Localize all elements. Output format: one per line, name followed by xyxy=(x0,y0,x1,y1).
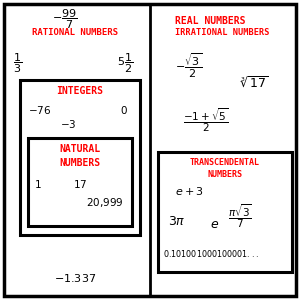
Text: $-1.337$: $-1.337$ xyxy=(54,272,96,284)
Text: $-\dfrac{99}{7}$: $-\dfrac{99}{7}$ xyxy=(52,8,78,32)
Text: $e + 3$: $e + 3$ xyxy=(175,185,204,197)
Text: $17$: $17$ xyxy=(73,178,87,190)
Text: $20{,}999$: $20{,}999$ xyxy=(86,196,124,209)
Bar xyxy=(158,152,292,272)
Text: $\dfrac{-1+\sqrt{5}}{2}$: $\dfrac{-1+\sqrt{5}}{2}$ xyxy=(183,106,229,134)
Text: IRRATIONAL NUMBERS: IRRATIONAL NUMBERS xyxy=(175,28,269,37)
Text: NUMBERS: NUMBERS xyxy=(208,170,242,179)
Text: $0.101001000100001...$: $0.101001000100001...$ xyxy=(163,248,259,259)
Text: $5\dfrac{1}{2}$: $5\dfrac{1}{2}$ xyxy=(117,52,133,76)
Text: REAL NUMBERS: REAL NUMBERS xyxy=(175,16,245,26)
Text: NATURAL: NATURAL xyxy=(59,144,100,154)
Text: $-\dfrac{\sqrt{3}}{2}$: $-\dfrac{\sqrt{3}}{2}$ xyxy=(175,52,202,80)
Text: $3\pi$: $3\pi$ xyxy=(168,215,186,228)
Text: $1$: $1$ xyxy=(34,178,42,190)
Text: RATIONAL NUMBERS: RATIONAL NUMBERS xyxy=(32,28,118,37)
Text: $-76$: $-76$ xyxy=(28,104,51,116)
Text: TRANSCENDENTAL: TRANSCENDENTAL xyxy=(190,158,260,167)
Text: $e$: $e$ xyxy=(210,218,219,231)
Text: $\dfrac{\pi\sqrt{3}}{7}$: $\dfrac{\pi\sqrt{3}}{7}$ xyxy=(228,202,252,230)
Bar xyxy=(20,80,140,235)
Text: $-3$: $-3$ xyxy=(60,118,76,130)
Text: INTEGERS: INTEGERS xyxy=(56,86,104,96)
Bar xyxy=(28,138,132,226)
Text: $\sqrt[3]{17}$: $\sqrt[3]{17}$ xyxy=(240,76,269,91)
Text: $\dfrac{1}{3}$: $\dfrac{1}{3}$ xyxy=(14,52,22,76)
Text: NUMBERS: NUMBERS xyxy=(59,158,100,168)
Text: $0$: $0$ xyxy=(120,104,128,116)
